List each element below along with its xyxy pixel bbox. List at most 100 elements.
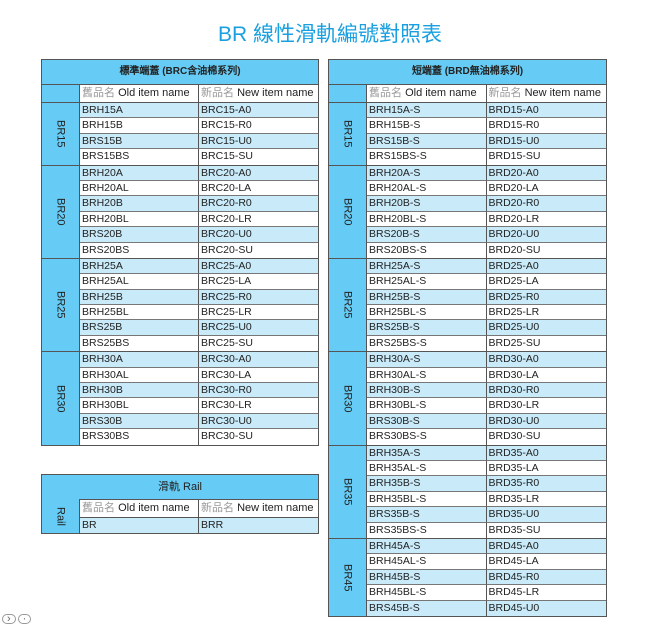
column-header-row: 舊品名 Old item name 新品名 New item name xyxy=(42,85,318,103)
new-item-cell: BRC25-LA xyxy=(199,274,318,290)
old-item-cell: BRH30BL xyxy=(80,398,199,414)
new-item-column-header: 新品名 New item name xyxy=(199,85,318,102)
new-item-cell: BRC30-U0 xyxy=(199,413,318,430)
old-item-cell: BRS15B xyxy=(80,133,199,150)
row-group-br25: BR25 BRH25A BRC25-A0 BRH25AL BRC25-LA BRH25B B… xyxy=(42,258,318,353)
new-item-cell: BRD45-R0 xyxy=(486,569,606,586)
new-item-cell: BRD20-SU xyxy=(488,243,541,256)
new-label: New item name xyxy=(524,87,601,99)
group-label-cell: BR15 xyxy=(329,103,367,165)
row-group-br25: BR25 BRH25A-S BRD25-A0 BRH25AL-S BRD25-LA BRH… xyxy=(329,258,606,353)
short-end-cap-table: 短端蓋 (BRD無油棉系列) 舊品名 Old item name 新品名 New i… xyxy=(328,59,607,617)
new-item-column-header: 新品名 New item name xyxy=(487,85,607,102)
group-label: BR30 xyxy=(54,384,67,413)
old-item-cell: BRH45A-S xyxy=(367,538,487,555)
new-item-cell: BRD45-LA xyxy=(486,554,606,570)
old-item-cell: BRH25AL-S xyxy=(367,274,487,290)
old-item-column-header: 舊品名 Old item name xyxy=(367,85,487,102)
new-prefix: 新品名 xyxy=(201,502,234,514)
old-item-cell: BRS35B-S xyxy=(367,507,487,523)
new-item-cell: BRD35-LA xyxy=(486,461,606,477)
group-label-cell: BR20 xyxy=(329,165,367,258)
old-item-cell: BRH30AL xyxy=(80,367,199,384)
old-prefix: 舊品名 xyxy=(82,502,115,514)
new-item-cell: BRD45-A0 xyxy=(486,538,606,555)
new-item-cell: BRD35-A0 xyxy=(486,445,606,461)
group-label: Rail xyxy=(54,506,67,526)
old-item-column-header: 舊品名 Old item name xyxy=(80,500,199,517)
group-label-cell: BR20 xyxy=(42,165,80,258)
new-item-cell: BRD45-LR xyxy=(486,585,606,601)
new-item-cell: BRC25-A0 xyxy=(199,258,318,275)
old-item-cell: BRH30B-S xyxy=(367,383,487,399)
old-item-cell: BRH15A xyxy=(80,103,199,119)
table-header: 短端蓋 (BRD無油棉系列) xyxy=(329,60,606,85)
old-item-cell: BRH20BL xyxy=(80,211,199,228)
group-column-header xyxy=(329,85,367,102)
old-item-cell: BRH15B-S xyxy=(367,118,487,134)
group-label: BR20 xyxy=(341,197,354,226)
new-item-cell: BRC30-LA xyxy=(199,368,318,384)
group-label: BR25 xyxy=(341,291,354,319)
old-item-cell: BRH25B-S xyxy=(367,289,487,306)
group-column-header xyxy=(42,85,80,102)
new-label: New item name xyxy=(237,87,314,99)
row-group-br35: BR35 BRH35A-S BRD35-A0 BRH35AL-S BRD35-LA BRH… xyxy=(329,445,606,539)
dot-icon[interactable]: · xyxy=(17,614,32,624)
new-item-cell: BRD25-R0 xyxy=(486,289,606,306)
old-item-cell: BRS35BS-S xyxy=(367,522,487,538)
old-item-cell: BRH30A-S xyxy=(367,352,487,368)
old-item-cell: BRS20B xyxy=(80,227,199,243)
group-label: BR25 xyxy=(54,291,67,319)
old-item-cell: BR xyxy=(80,518,199,534)
old-item-cell: BRH25BL-S xyxy=(367,305,487,321)
old-item-cell: BRH45BL-S xyxy=(367,585,487,601)
old-item-cell: BRH45B-S xyxy=(367,569,487,586)
new-item-cell: BRD30-A0 xyxy=(486,352,606,368)
standard-end-cap-table: 標準端蓋 (BRC含油棉系列) 舊品名 Old item name 新品名 New … xyxy=(41,59,319,446)
new-item-cell: BRD35-U0 xyxy=(486,507,606,523)
old-item-cell: BRH30AL-S xyxy=(367,367,487,384)
new-item-column-header: 新品名 New item name xyxy=(199,500,318,517)
group-label-cell: BR15 xyxy=(42,103,80,165)
group-label: BR20 xyxy=(54,197,67,226)
column-header-row: 舊品名 Old item name 新品名 New item name xyxy=(80,500,318,518)
old-item-cell: BRH20B-S xyxy=(367,196,487,212)
old-item-cell: BRH15A-S xyxy=(367,103,487,119)
row-group-br15: BR15 BRH15A-S BRD15-A0 BRH15B-S BRD15-R0 BRS1… xyxy=(329,103,606,166)
new-item-cell: BRD15-A0 xyxy=(486,103,606,119)
old-label: Old item name xyxy=(118,87,190,99)
new-item-cell: BRC25-LR xyxy=(199,305,318,321)
old-item-cell: BRS25B-S xyxy=(367,320,487,336)
new-item-cell: BRC30-A0 xyxy=(199,352,318,368)
old-item-cell: BRH35BL-S xyxy=(367,491,487,508)
old-item-cell: BRH15B xyxy=(80,118,199,134)
new-item-cell: BRD30-U0 xyxy=(486,413,606,430)
old-label: Old item name xyxy=(405,87,477,99)
row-group-rail: BR BRR xyxy=(80,518,318,534)
old-item-cell: BRS15BS xyxy=(80,149,199,165)
group-label-cell: BR30 xyxy=(42,352,80,445)
group-label-cell: BR25 xyxy=(329,258,367,352)
next-icon[interactable]: › xyxy=(2,614,16,624)
new-item-cell: BRR xyxy=(199,518,318,534)
new-item-cell: BRC30-R0 xyxy=(199,383,318,399)
old-item-cell: BRH20B xyxy=(80,196,199,212)
new-item-cell: BRD30-LR xyxy=(486,398,606,414)
new-item-cell: BRD35-SU xyxy=(488,523,541,536)
new-item-cell: BRD20-U0 xyxy=(486,227,606,243)
new-item-cell: BRD25-LR xyxy=(486,305,606,321)
old-item-cell: BRS20BS-S xyxy=(367,242,487,258)
new-item-cell: BRD15-SU xyxy=(488,150,541,163)
new-item-cell: BRC20-A0 xyxy=(199,165,318,181)
new-item-cell: BRD15-R0 xyxy=(486,118,606,134)
new-item-cell: BRD20-A0 xyxy=(486,165,606,181)
new-item-cell: BRD30-LA xyxy=(486,368,606,384)
row-group-br20: BR20 BRH20A-S BRD20-A0 BRH20AL-S BRD20-LA BRH… xyxy=(329,165,606,259)
new-item-cell: BRC20-U0 xyxy=(199,227,318,243)
old-item-cell: BRH25A xyxy=(80,258,199,275)
row-group-br30: BR30 BRH30A-S BRD30-A0 BRH30AL-S BRD30-LA BRH… xyxy=(329,352,606,446)
new-item-cell: BRC20-R0 xyxy=(199,196,318,212)
old-item-cell: BRH35A-S xyxy=(367,445,487,461)
new-item-cell: BRD20-R0 xyxy=(486,196,606,212)
